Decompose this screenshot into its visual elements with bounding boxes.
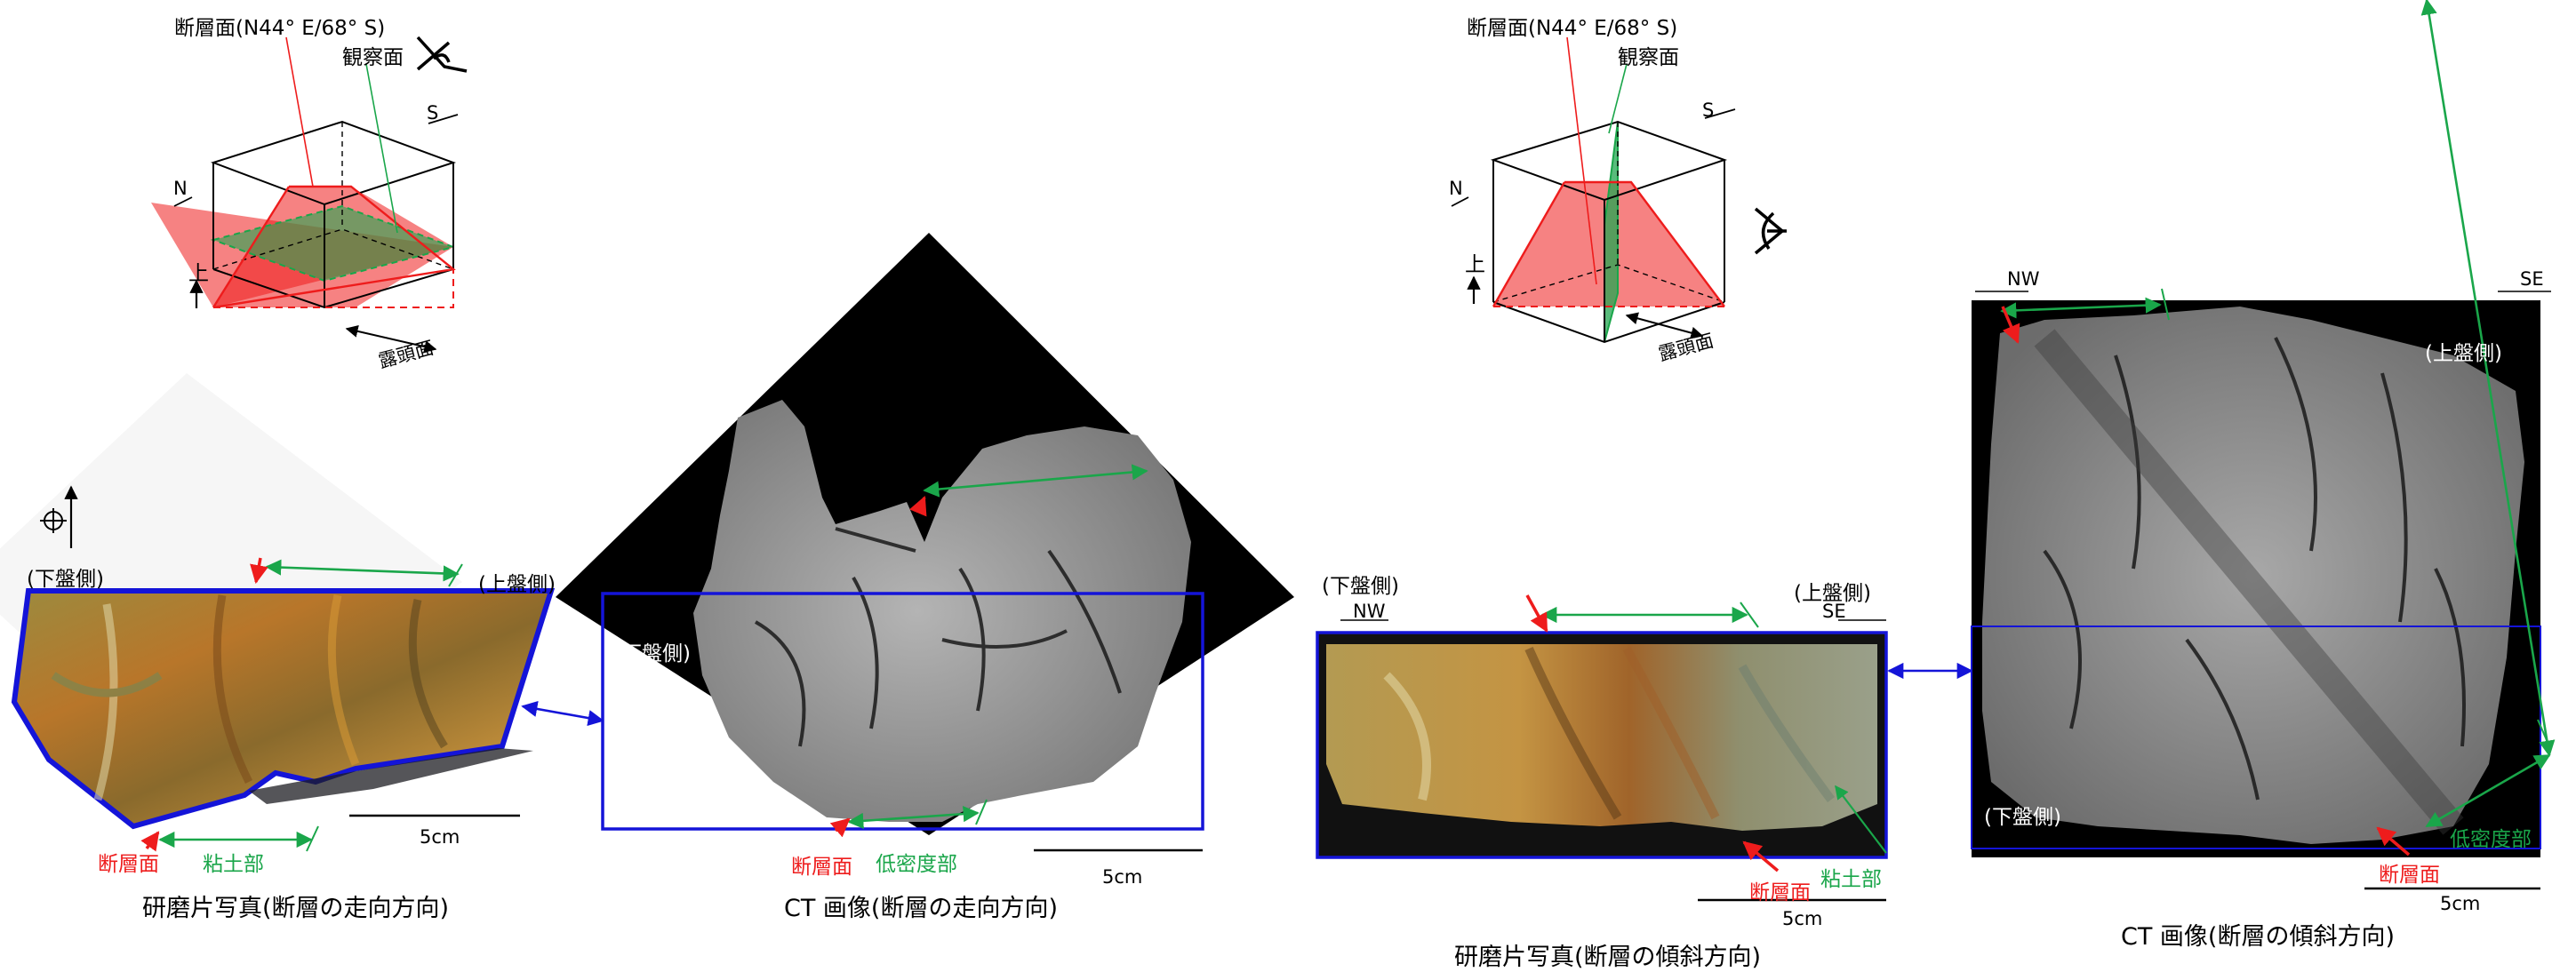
right-ct-hangingwall-label: (上盤側) <box>2425 342 2502 365</box>
left-ct-hangingwall-label: (上盤側) <box>1003 799 1080 822</box>
right-eye-icon <box>1754 207 1787 255</box>
left-ct-image <box>556 233 1294 835</box>
right-ct-nw-label: NW <box>2007 268 2040 290</box>
right-photo-scale-label: 5cm <box>1782 908 1823 929</box>
left-clay-label: 粘土部 <box>203 853 264 876</box>
right-photo-fault-label: 断層面 <box>1749 881 1811 904</box>
right-photo-hangingwall-label: (上盤側) <box>1794 582 1871 605</box>
left-photo-fault-label: 断層面 <box>98 853 159 876</box>
left-fault-plane-label: 断層面(N44° E/68° S) <box>174 17 386 40</box>
left-cube-diagram <box>151 36 468 353</box>
left-north-label: N <box>173 178 188 199</box>
eye-icon <box>416 36 468 73</box>
right-photo-footwall-label: (下盤側) <box>1322 575 1399 598</box>
left-ct-scale-label: 5cm <box>1102 866 1143 888</box>
north-arrow-icon <box>173 196 193 207</box>
right-north-label: N <box>1449 178 1463 199</box>
right-ct-footwall-label: (下盤側) <box>1984 806 2061 829</box>
right-photo-caption: 研磨片写真(断層の傾斜方向) <box>1454 944 1762 971</box>
left-up-label: 上 <box>188 262 209 285</box>
left-ct-low-density-label: 低密度部 <box>876 853 957 876</box>
left-photo-scale-label: 5cm <box>420 826 460 848</box>
right-cube-diagram <box>1451 36 1787 344</box>
left-low-density-span <box>847 806 980 829</box>
left-observation-plane-label: 観察面 <box>342 46 404 69</box>
left-ct-fault-label: 断層面 <box>791 856 852 879</box>
left-fault-leader <box>285 36 314 187</box>
right-photo-se-label: SE <box>1822 601 1846 622</box>
right-ct-fault-label: 断層面 <box>2379 864 2440 887</box>
right-ct-caption: CT 画像(断層の傾斜方向) <box>2121 923 2395 951</box>
left-ct-top-span <box>923 464 1148 498</box>
left-observation-plane <box>210 204 457 283</box>
right-polished-photo <box>1316 631 1888 859</box>
right-photo-nw-label: NW <box>1353 601 1386 622</box>
right-low-density-span <box>2425 753 2551 828</box>
right-south-label: S <box>1702 100 1715 121</box>
left-observation-leader <box>365 63 398 234</box>
right-ct-scale-label: 5cm <box>2440 893 2481 914</box>
right-ct-se-label: SE <box>2520 268 2544 290</box>
left-ct-caption: CT 画像(断層の走向方向) <box>784 895 1058 922</box>
left-south-label: S <box>427 102 439 123</box>
left-ct-footwall-label: (下盤側) <box>613 642 691 665</box>
left-photo-caption: 研磨片写真(断層の走向方向) <box>142 895 450 922</box>
left-photo-hangingwall-label: (上盤側) <box>478 573 556 596</box>
right-clay-label: 粘土部 <box>1820 868 1882 891</box>
right-observation-plane-label: 観察面 <box>1618 46 1679 69</box>
left-photo-footwall-label: (下盤側) <box>27 568 104 591</box>
right-ct-low-density-label: 低密度部 <box>2450 828 2532 851</box>
left-polished-photo <box>11 588 556 830</box>
right-ct-image <box>1971 300 2541 857</box>
left-photo-ct-connector <box>521 700 604 727</box>
left-photo-top-span <box>265 559 460 582</box>
right-fault-plane-label: 断層面(N44° E/68° S) <box>1467 17 1678 40</box>
right-up-label: 上 <box>1465 253 1485 276</box>
